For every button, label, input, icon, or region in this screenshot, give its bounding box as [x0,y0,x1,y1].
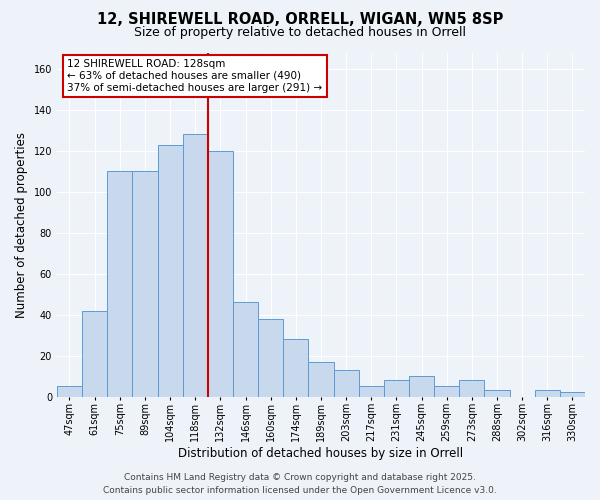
Text: Contains HM Land Registry data © Crown copyright and database right 2025.
Contai: Contains HM Land Registry data © Crown c… [103,474,497,495]
Bar [208,151,233,396]
Bar [434,386,459,396]
Bar [409,376,434,396]
Bar [57,386,82,396]
Bar [484,390,509,396]
Bar [107,172,133,396]
Bar [182,134,208,396]
Text: 12, SHIREWELL ROAD, ORRELL, WIGAN, WN5 8SP: 12, SHIREWELL ROAD, ORRELL, WIGAN, WN5 8… [97,12,503,28]
Text: Size of property relative to detached houses in Orrell: Size of property relative to detached ho… [134,26,466,39]
Bar [233,302,258,396]
Bar [560,392,585,396]
Bar [258,318,283,396]
Bar [133,172,158,396]
Bar [384,380,409,396]
Bar [82,310,107,396]
Bar [308,362,334,396]
Bar [158,144,182,396]
Bar [334,370,359,396]
Y-axis label: Number of detached properties: Number of detached properties [15,132,28,318]
Bar [359,386,384,396]
X-axis label: Distribution of detached houses by size in Orrell: Distribution of detached houses by size … [178,447,464,460]
Bar [459,380,484,396]
Text: 12 SHIREWELL ROAD: 128sqm
← 63% of detached houses are smaller (490)
37% of semi: 12 SHIREWELL ROAD: 128sqm ← 63% of detac… [67,60,323,92]
Bar [535,390,560,396]
Bar [283,339,308,396]
